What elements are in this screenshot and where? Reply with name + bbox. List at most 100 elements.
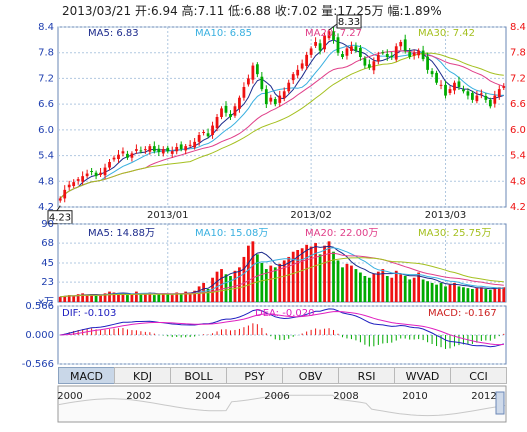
candle-body: [63, 189, 67, 199]
volume-bar: [385, 276, 389, 302]
price-tick-left: 4.2: [38, 202, 54, 213]
candle-body: [193, 141, 197, 148]
volume-bar: [193, 290, 197, 302]
candle-body: [457, 81, 461, 87]
tab-rsi[interactable]: RSI: [338, 367, 395, 384]
volume-bar: [390, 277, 394, 302]
price-tick-right: 4.8: [510, 176, 526, 187]
candle-body: [215, 117, 219, 129]
macd-legend-macd: MACD: -0.167: [428, 308, 497, 319]
candle-body: [385, 54, 389, 57]
price-tick-right: 5.4: [510, 151, 526, 162]
volume-bar: [457, 286, 461, 302]
max-price-label: 8.33: [338, 17, 360, 28]
price-tick-left: 6.0: [38, 125, 54, 136]
max-callout-line: [328, 23, 338, 31]
candle-body: [58, 198, 62, 201]
volume-bar: [453, 282, 456, 302]
volume-bar: [332, 251, 335, 302]
price-tick-left: 8.4: [38, 22, 54, 33]
candle-body: [502, 86, 506, 88]
candle-body: [117, 154, 120, 159]
price-tick-right: 8.4: [510, 22, 526, 33]
price-tick-right: 7.8: [510, 48, 526, 59]
candle-body: [148, 146, 152, 152]
candle-body: [179, 144, 183, 150]
candle-body: [354, 46, 358, 51]
x-tick-label: 2013/03: [425, 210, 467, 221]
candle-body: [94, 172, 98, 177]
tab-wvad[interactable]: WVAD: [394, 367, 451, 384]
price-ma-legend-ma30: MA30: 7.42: [418, 28, 475, 39]
candle-body: [108, 162, 111, 168]
overview-year-label: 2004: [195, 391, 220, 402]
volume-bar: [497, 287, 501, 302]
volume-ma-legend-ma10: MA10: 15.08万: [195, 228, 268, 239]
candle-body: [211, 125, 214, 135]
candle-body: [224, 105, 228, 113]
volume-bar: [296, 250, 300, 302]
candle-body: [421, 50, 425, 60]
volume-bar: [479, 287, 483, 302]
volume-bar: [139, 293, 143, 302]
candle-body: [309, 48, 313, 55]
volume-bar: [197, 286, 201, 302]
volume-bar: [323, 245, 326, 302]
macd-tick: 0.566: [25, 301, 54, 312]
volume-bar: [444, 286, 447, 302]
overview-history-line: [57, 394, 507, 417]
candle-body: [103, 167, 107, 176]
volume-bar: [90, 294, 93, 302]
candle-body: [229, 114, 232, 117]
tab-boll[interactable]: BOLL: [170, 367, 227, 384]
volume-tick: 45: [41, 258, 54, 269]
tab-macd[interactable]: MACD: [58, 367, 115, 384]
candle-body: [273, 99, 277, 105]
candle-body: [269, 97, 273, 102]
candle-body: [408, 51, 412, 57]
tab-kdj[interactable]: KDJ: [114, 367, 171, 384]
volume-bar: [58, 296, 62, 302]
volume-bar: [488, 289, 492, 302]
macd-legend-dea: DEA: -0.020: [255, 308, 314, 319]
candle-body: [139, 150, 143, 152]
volume-bar: [359, 272, 362, 302]
volume-bar: [175, 292, 179, 302]
volume-bar: [376, 271, 380, 302]
candle-body: [184, 146, 188, 151]
candle-body: [278, 95, 282, 103]
tab-obv[interactable]: OBV: [282, 367, 339, 384]
volume-bar: [475, 288, 479, 302]
tab-psy[interactable]: PSY: [226, 367, 283, 384]
macd-legend-dif: DIF: -0.103: [62, 308, 116, 319]
price-ma-legend-ma5: MA5: 6.83: [88, 28, 139, 39]
price-tick-left: 4.8: [38, 176, 54, 187]
candle-body: [363, 58, 367, 66]
volume-ma10-line: [60, 247, 504, 298]
candle-body: [130, 153, 134, 158]
volume-bar: [484, 289, 488, 302]
candle-body: [247, 78, 250, 85]
price-tick-left: 6.6: [38, 99, 54, 110]
tab-cci[interactable]: CCI: [450, 367, 507, 384]
candle-body: [479, 93, 483, 95]
candle-body: [126, 153, 129, 158]
volume-bar: [130, 294, 134, 302]
candle-body: [372, 61, 376, 71]
volume-bar: [67, 295, 71, 302]
volume-bar: [76, 294, 80, 302]
price-tick-right: 6.0: [510, 125, 526, 136]
candle-body: [157, 148, 161, 153]
candle-body: [166, 147, 170, 152]
candle-body: [484, 96, 488, 100]
volume-ma-legend-ma5: MA5: 14.88万: [88, 228, 155, 239]
volume-ma-legend-ma30: MA30: 25.75万: [418, 228, 491, 239]
candle-body: [336, 37, 340, 53]
candle-body: [233, 106, 237, 116]
candle-body: [264, 89, 268, 105]
volume-bar: [108, 291, 111, 302]
volume-bar: [278, 263, 282, 302]
volume-bar: [135, 291, 138, 302]
